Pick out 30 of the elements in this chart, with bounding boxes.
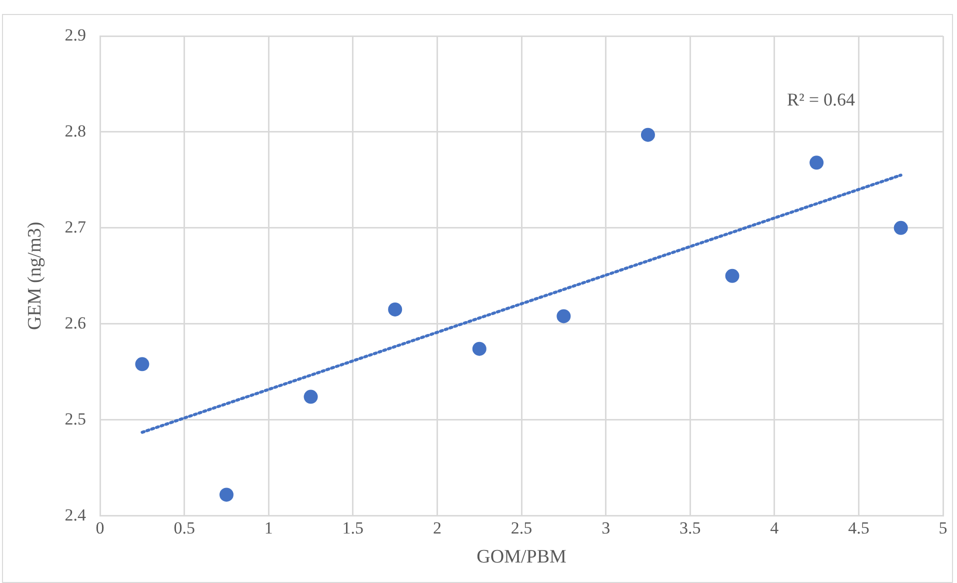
y-axis-title: GEM (ng/m3) <box>24 222 46 330</box>
y-tick-label: 2.8 <box>64 121 86 140</box>
point <box>472 342 486 356</box>
y-tick-label: 2.7 <box>64 217 87 236</box>
point <box>725 268 740 283</box>
point <box>640 128 655 142</box>
x-tick-label: 0.5 <box>174 518 195 538</box>
x-tick-label: 2 <box>432 518 442 538</box>
y-tick-label: 2.6 <box>64 313 86 332</box>
point <box>894 220 908 235</box>
x-tick-label: 3 <box>602 518 610 538</box>
point <box>556 309 571 324</box>
point <box>810 156 824 170</box>
point <box>219 488 234 502</box>
x-axis-title: GOM/PBM <box>476 546 567 568</box>
x-tick-label: 1 <box>264 518 273 538</box>
x-tick-label: 5 <box>938 518 948 538</box>
annotation: R² = 0.64 <box>786 90 856 110</box>
y-tick-label: 2.5 <box>64 409 86 428</box>
x-tick-label: 3.5 <box>679 518 701 538</box>
y-tick-label: 2.9 <box>64 25 86 44</box>
point <box>135 357 150 372</box>
x-tick-label: 1.5 <box>342 518 364 538</box>
point <box>388 302 402 316</box>
x-tick-label: 4.5 <box>848 518 870 538</box>
y-tick-label: 2.4 <box>64 505 87 524</box>
x-tick-label: 0 <box>96 518 104 538</box>
x-tick-label: 4 <box>770 518 780 538</box>
x-tick-label: 2.5 <box>510 518 532 538</box>
point <box>304 390 318 404</box>
